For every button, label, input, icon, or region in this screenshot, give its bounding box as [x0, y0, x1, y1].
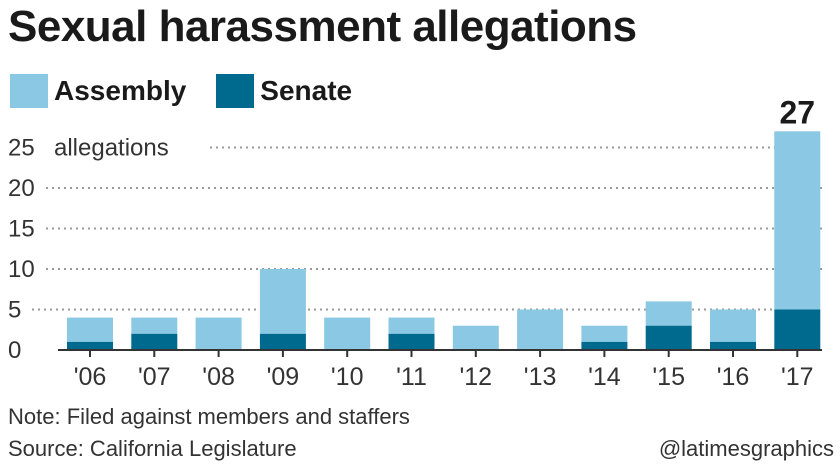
bar-senate — [131, 333, 178, 350]
chart-note: Note: Filed against members and staffers — [8, 404, 410, 429]
x-tick-label: '10 — [331, 363, 364, 391]
y-unit-label: allegations — [54, 135, 169, 162]
bar-assembly — [131, 317, 178, 334]
x-tick-label: '07 — [138, 363, 171, 391]
chart-credit: @latimesgraphics — [658, 436, 834, 461]
y-tick-label: 25 — [8, 135, 35, 162]
bar-assembly — [581, 325, 628, 342]
legend: Assembly Senate — [10, 74, 382, 108]
x-tick-label: '13 — [524, 363, 557, 391]
bar-senate — [710, 341, 756, 350]
x-tick-label: '09 — [267, 363, 300, 391]
y-tick-label: 5 — [8, 297, 21, 324]
x-tick-label: '12 — [460, 363, 493, 391]
x-tick-label: '11 — [396, 363, 427, 391]
bar-assembly — [645, 301, 692, 326]
bar-senate — [259, 333, 306, 350]
y-tick-label: 15 — [8, 216, 35, 243]
x-tick-label: '16 — [717, 363, 750, 391]
legend-swatch-senate — [216, 74, 255, 108]
bar-senate — [774, 309, 821, 350]
bar-senate — [388, 333, 435, 350]
x-tick-label: '15 — [652, 363, 685, 391]
chart-source: Source: California Legislature — [8, 436, 297, 461]
bar-assembly — [388, 317, 435, 334]
bar-assembly — [710, 309, 756, 342]
x-tick-label: '17 — [781, 363, 814, 391]
legend-swatch-assembly — [10, 74, 48, 108]
x-tick-label: '14 — [588, 363, 621, 391]
bar-chart: 0 5 10 15 20 25 allegations '06 '07 '08 '09 '10 '11 '… — [8, 94, 822, 391]
bar-senate — [581, 341, 628, 350]
x-tick-label: '06 — [74, 363, 107, 391]
x-tick-label: '08 — [202, 363, 235, 391]
bar-assembly — [324, 317, 371, 350]
bar-assembly — [195, 317, 242, 350]
bar-senate — [67, 341, 113, 350]
bar-assembly — [774, 131, 821, 310]
legend-label-assembly: Assembly — [54, 75, 187, 106]
legend-label-senate: Senate — [260, 75, 353, 106]
bar-assembly — [452, 325, 499, 350]
bar-assembly — [259, 269, 306, 334]
legend-item-assembly: Assembly — [10, 74, 186, 108]
bar-assembly — [67, 317, 113, 342]
y-tick-label: 10 — [8, 256, 35, 283]
chart-title: Sexual harassment allegations — [8, 2, 637, 51]
bar-assembly — [517, 309, 564, 350]
y-tick-label: 0 — [8, 337, 21, 364]
legend-item-senate: Senate — [216, 74, 352, 108]
y-tick-label: 20 — [8, 175, 35, 202]
data-label-total: 27 — [780, 94, 816, 130]
bar-senate — [645, 325, 692, 350]
